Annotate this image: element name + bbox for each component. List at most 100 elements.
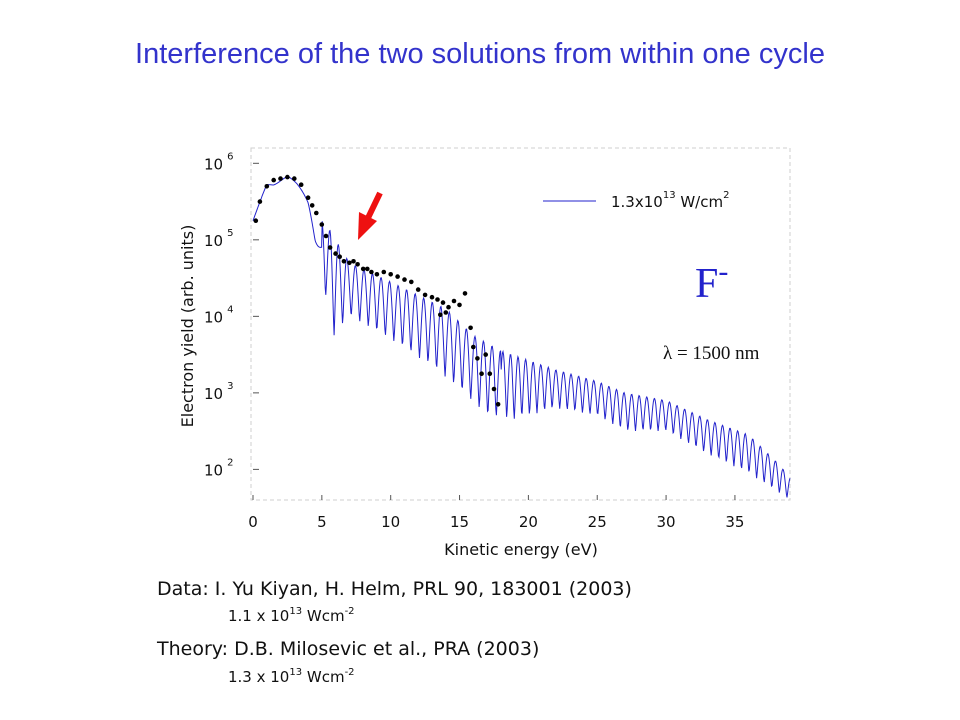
data-point (468, 325, 473, 331)
data-point (495, 402, 501, 407)
data-point (435, 297, 440, 302)
data-point (298, 182, 304, 187)
x-tick-label: 15 (450, 513, 469, 531)
x-tick-label: 10 (381, 513, 400, 531)
data-point (285, 174, 290, 180)
data-point (415, 287, 421, 292)
data-point (443, 310, 449, 315)
y-axis-label: Electron yield (arb. units) (178, 225, 197, 428)
data-intensity-unit: Wcm (302, 607, 345, 625)
data-intensity-main: 1.1 x 10 (228, 607, 290, 625)
data-point (337, 254, 343, 259)
data-point (451, 298, 457, 304)
y-tick-label: 10 3 (204, 381, 233, 403)
data-point (264, 184, 270, 189)
data-point (369, 269, 374, 275)
slide-title: Interference of the two solutions from w… (135, 38, 825, 70)
data-point (438, 312, 443, 318)
data-intensity-unit-exp: -2 (344, 606, 355, 617)
theory-intensity-main: 1.3 x 10 (228, 668, 290, 686)
red-arrow-head (358, 212, 377, 240)
data-intensity: 1.1 x 1013 Wcm-2 (228, 606, 355, 625)
data-point (429, 294, 435, 300)
data-point (440, 300, 446, 305)
red-arrow (358, 191, 383, 240)
data-points-group (253, 174, 501, 407)
data-point (327, 245, 333, 250)
wavelength-label: λ = 1500 nm (663, 343, 760, 364)
ion-label: F- (695, 255, 728, 307)
theory-curve-group (252, 175, 791, 498)
y-tick-label: 10 5 (204, 228, 233, 250)
theory-intensity-unit-exp: -2 (344, 667, 355, 678)
data-point (409, 279, 414, 285)
data-point (471, 344, 476, 350)
data-point (360, 266, 366, 272)
data-point (457, 302, 462, 308)
data-point (462, 291, 468, 296)
x-tick-label: 0 (248, 513, 258, 531)
data-point (487, 371, 493, 377)
y-tick-exp: 4 (227, 304, 233, 315)
y-tick-base: 10 (204, 461, 223, 479)
data-point (314, 210, 319, 216)
data-point (365, 266, 370, 272)
theory-intensity-exp: 13 (289, 667, 303, 678)
x-tick-label: 35 (725, 513, 744, 531)
data-point (355, 262, 360, 267)
ion-base: F (695, 261, 718, 307)
data-point (347, 260, 352, 266)
y-tick-label: 10 4 (204, 304, 233, 326)
data-point (483, 352, 489, 357)
data-point (475, 356, 480, 361)
legend-label-exp: 13 (663, 190, 676, 201)
data-point (292, 176, 297, 181)
y-tick-exp: 2 (227, 457, 233, 468)
theory-credit: Theory: D.B. Milosevic et al., PRA (2003… (157, 638, 540, 660)
theory-intensity-unit: Wcm (302, 668, 345, 686)
theory-curve (252, 175, 791, 498)
red-arrow-shaft (365, 191, 383, 220)
legend-label-main: 1.3x10 (611, 193, 663, 211)
plot-frame (250, 147, 791, 501)
y-tick-label: 10 6 (204, 151, 233, 173)
y-tick-base: 10 (204, 155, 223, 173)
x-axis-label: Kinetic energy (eV) (444, 540, 598, 559)
data-point (388, 272, 394, 277)
y-tick-base: 10 (204, 385, 223, 403)
data-point (253, 218, 259, 223)
data-point (402, 277, 407, 282)
x-tick-label: 20 (519, 513, 538, 531)
y-tick-label: 10 2 (204, 457, 233, 479)
y-tick-exp: 3 (227, 381, 233, 392)
data-point (333, 251, 338, 256)
theory-intensity: 1.3 x 1013 Wcm-2 (228, 667, 355, 686)
x-tick-label: 5 (317, 513, 327, 531)
data-point (257, 199, 263, 204)
y-tick-exp: 6 (227, 151, 233, 162)
data-point (305, 195, 311, 200)
data-point (479, 371, 484, 377)
data-point (374, 272, 380, 277)
data-point (271, 177, 277, 183)
data-point (422, 292, 428, 298)
data-credit: Data: I. Yu Kiyan, H. Helm, PRL 90, 1830… (157, 578, 632, 600)
data-point (323, 233, 329, 239)
y-tick-exp: 5 (227, 228, 233, 239)
ion-charge: - (718, 255, 728, 288)
data-point (381, 269, 387, 275)
x-tick-label: 25 (588, 513, 607, 531)
y-tick-base: 10 (204, 232, 223, 250)
y-tick-base: 10 (204, 308, 223, 326)
legend: 1.3x1013 W/cm2 (543, 190, 729, 211)
legend-label: 1.3x1013 W/cm2 (611, 190, 729, 211)
data-point (309, 203, 315, 208)
x-tick-label: 30 (657, 513, 676, 531)
data-point (278, 176, 283, 181)
data-point (341, 259, 347, 264)
legend-label-unit-exp: 2 (723, 190, 729, 201)
data-point (351, 259, 356, 264)
axes: 0 5 10 15 20 25 30 35 10 2 10 3 10 4 10 5 10 6 (204, 151, 744, 531)
legend-label-unit: W/cm (676, 193, 724, 211)
